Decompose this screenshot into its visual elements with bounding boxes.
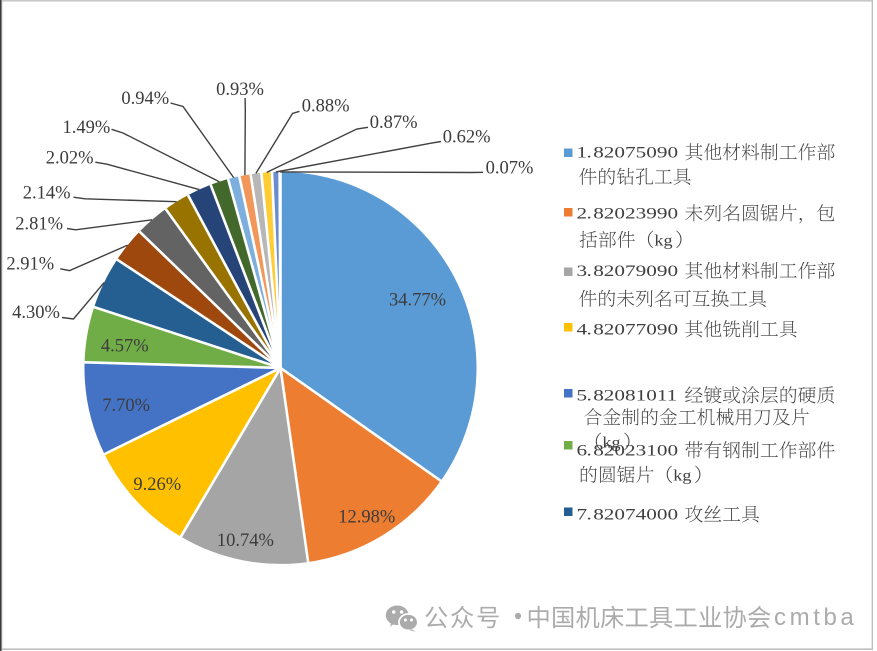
- svg-text:6.82023100: 6.82023100: [577, 442, 679, 460]
- svg-text:0.93%: 0.93%: [216, 80, 264, 100]
- svg-text:0.88%: 0.88%: [302, 97, 350, 117]
- svg-text:2.81%: 2.81%: [15, 214, 63, 234]
- svg-text:5.82081011: 5.82081011: [577, 387, 678, 405]
- svg-text:2.14%: 2.14%: [23, 183, 71, 203]
- svg-text:9.26%: 9.26%: [133, 475, 181, 495]
- svg-text:kg: kg: [673, 466, 692, 484]
- svg-text:3.82079090: 3.82079090: [577, 263, 679, 281]
- svg-text:0.62%: 0.62%: [443, 128, 491, 148]
- svg-text:7.70%: 7.70%: [102, 396, 150, 416]
- svg-text:12.98%: 12.98%: [338, 508, 395, 528]
- svg-text:kg: kg: [602, 433, 621, 451]
- svg-text:0.94%: 0.94%: [121, 89, 169, 109]
- svg-text:10.74%: 10.74%: [217, 531, 274, 551]
- svg-text:cmtba: cmtba: [774, 604, 857, 631]
- svg-text:0.07%: 0.07%: [486, 159, 534, 179]
- svg-text:0.87%: 0.87%: [370, 113, 418, 133]
- svg-text:2.82023990: 2.82023990: [577, 205, 679, 223]
- svg-text:1.49%: 1.49%: [63, 118, 111, 138]
- svg-text:4.82077090: 4.82077090: [577, 321, 679, 339]
- svg-text:7.82074000: 7.82074000: [577, 506, 679, 524]
- svg-text:34.77%: 34.77%: [389, 291, 446, 311]
- svg-text:2.91%: 2.91%: [6, 255, 54, 275]
- svg-text:kg: kg: [654, 231, 673, 249]
- svg-text:4.30%: 4.30%: [12, 303, 60, 323]
- svg-text:4.57%: 4.57%: [101, 337, 149, 357]
- svg-text:1.82075090: 1.82075090: [577, 144, 679, 162]
- svg-text:2.02%: 2.02%: [46, 149, 94, 169]
